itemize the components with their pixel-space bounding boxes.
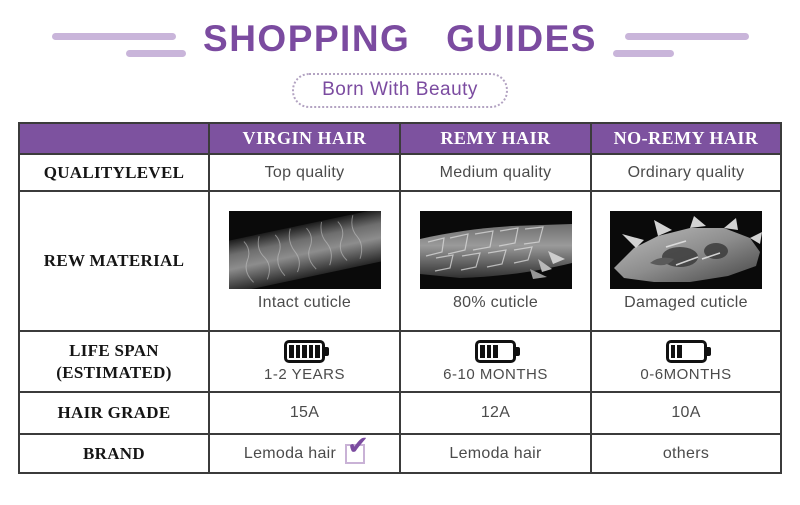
grade-no-remy: 10A [590, 391, 782, 435]
caption-80-percent-cuticle: 80% cuticle [452, 293, 539, 311]
row-label-hair-grade: HAIR GRADE [18, 391, 210, 435]
brand-virgin: Lemoda hair [243, 444, 337, 462]
lifespan-virgin: 1-2 YEARS [264, 366, 345, 383]
lifespan-no-remy: 0-6MONTHS [640, 366, 732, 383]
table-header-row: VIRGIN HAIR REMY HAIR NO-REMY HAIR [18, 122, 782, 155]
lifespan-remy: 6-10 MONTHS [443, 366, 548, 383]
brand-remy: Lemoda hair [399, 433, 592, 474]
row-label-quality-level: QUALITYLEVEL [18, 153, 210, 192]
caption-damaged-cuticle: Damaged cuticle [624, 293, 748, 311]
battery-full-icon [284, 340, 329, 363]
page-title: SHOPPING GUIDES [203, 18, 597, 59]
grade-virgin: 15A [208, 391, 401, 435]
column-header-no-remy-hair: NO-REMY HAIR [590, 122, 782, 155]
brand-row: BRAND Lemoda hair ✔ Lemoda hair others [18, 433, 782, 474]
decorative-line-left-bottom [126, 50, 186, 57]
decorative-line-right-top [625, 33, 749, 40]
comparison-table: VIRGIN HAIR REMY HAIR NO-REMY HAIR QUALI… [18, 122, 782, 474]
column-header-virgin-hair: VIRGIN HAIR [208, 122, 401, 155]
battery-40-percent-icon [665, 340, 711, 363]
intact-cuticle-micrograph [228, 210, 381, 289]
decorative-line-right-bottom [613, 50, 674, 57]
row-label-rew-material: REW MATERIAL [18, 190, 210, 332]
decorative-line-left-top [52, 33, 176, 40]
caption-intact-cuticle: Intact cuticle [257, 293, 352, 311]
quality-level-row: QUALITYLEVEL Top quality Medium quality … [18, 153, 782, 192]
damaged-cuticle-micrograph [610, 210, 762, 289]
hair-grade-row: HAIR GRADE 15A 12A 10A [18, 391, 782, 435]
row-label-life-span: LIFE SPAN (ESTIMATED) [18, 330, 210, 393]
checked-checkbox-icon: ✔ [345, 433, 369, 464]
column-header-remy-hair: REMY HAIR [399, 122, 592, 155]
battery-60-percent-icon [475, 340, 520, 363]
80-percent-cuticle-micrograph [419, 210, 572, 289]
brand-no-remy: others [590, 433, 782, 474]
row-label-brand: BRAND [18, 433, 210, 474]
quality-remy: Medium quality [399, 153, 592, 192]
raw-material-row: REW MATERIAL [18, 190, 782, 332]
grade-remy: 12A [399, 391, 592, 435]
subtitle-row: Born With Beauty [0, 73, 800, 108]
quality-no-remy: Ordinary quality [590, 153, 782, 192]
life-span-row: LIFE SPAN (ESTIMATED) 1-2 YEARS 6-10 MON… [18, 330, 782, 393]
table-corner-cell [18, 122, 210, 155]
check-mark-glyph: ✔ [347, 430, 370, 461]
quality-virgin: Top quality [208, 153, 401, 192]
subtitle-pill: Born With Beauty [292, 73, 508, 108]
